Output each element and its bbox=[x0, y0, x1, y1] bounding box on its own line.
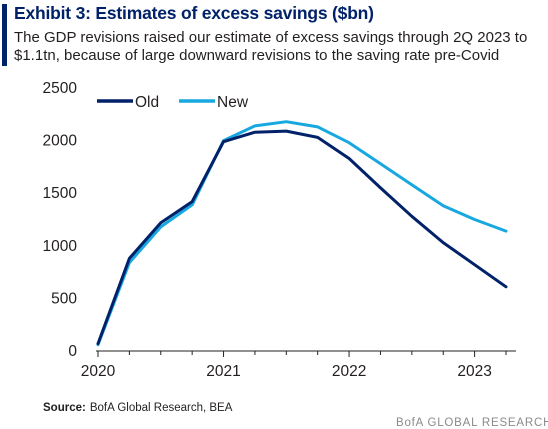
x-tick-label: 2022 bbox=[332, 363, 366, 380]
subtitle-line-2: $1.1tn, because of large downward revisi… bbox=[14, 47, 500, 64]
y-tick-label: 1000 bbox=[43, 238, 78, 255]
brand-watermark: BofA GLOBAL RESEARCH bbox=[396, 417, 548, 429]
y-tick-label: 0 bbox=[68, 343, 77, 360]
legend-label-old: Old bbox=[135, 94, 159, 111]
series-line-old bbox=[96, 129, 508, 346]
chart-title: Exhibit 3: Estimates of excess savings (… bbox=[14, 3, 374, 23]
x-tick-label: 2021 bbox=[206, 363, 240, 380]
x-tick-label: 2020 bbox=[81, 363, 116, 380]
legend-label-new: New bbox=[217, 94, 249, 111]
y-tick-label: 2000 bbox=[43, 133, 78, 150]
source-label: Source: bbox=[43, 402, 86, 414]
subtitle-line-1: The GDP revisions raised our estimate of… bbox=[14, 29, 528, 46]
series-group bbox=[96, 120, 508, 347]
exhibit-accent-bar bbox=[2, 4, 7, 66]
source-text: BofA Global Research, BEA bbox=[89, 402, 233, 414]
y-tick-label: 1500 bbox=[43, 185, 78, 202]
y-tick-label: 500 bbox=[51, 290, 77, 307]
source-note: Source: BofA Global Research, BEA bbox=[43, 402, 232, 414]
chart-subtitle: The GDP revisions raised our estimate of… bbox=[14, 29, 544, 65]
series-line-new bbox=[96, 120, 508, 347]
legend: Old New bbox=[97, 94, 249, 111]
x-tick-label: 2023 bbox=[457, 363, 491, 380]
y-axis: 0 500 1000 1500 2000 2500 bbox=[43, 80, 78, 360]
x-axis: 2020 2021 2022 2023 bbox=[81, 350, 516, 380]
y-tick-label: 2500 bbox=[43, 80, 78, 97]
